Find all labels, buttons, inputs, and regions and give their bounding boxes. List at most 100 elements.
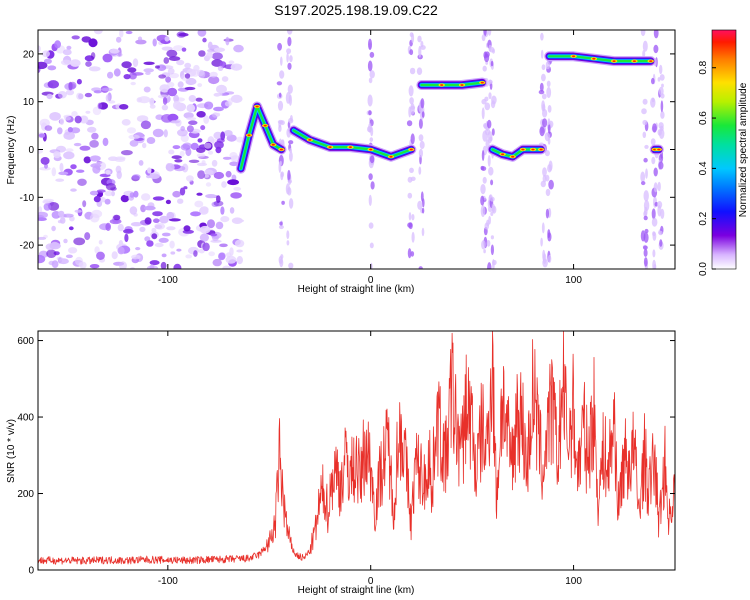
noise-speckle: [51, 167, 57, 177]
noise-speckle: [90, 52, 96, 60]
streak-speckle: [421, 207, 425, 214]
noise-speckle: [154, 223, 166, 230]
ridge-hotspot-core: [271, 143, 275, 146]
noise-speckle: [163, 57, 170, 64]
streak-speckle: [368, 110, 372, 116]
streak-speckle: [286, 30, 293, 35]
noise-speckle: [102, 53, 113, 63]
noise-speckle: [160, 261, 167, 269]
ridge-hotspot-core: [308, 139, 312, 141]
noise-speckle: [42, 200, 50, 204]
ridge-hotspot-core: [657, 148, 661, 151]
ridge-hotspot-core: [389, 155, 393, 158]
ridge-hotspot-core: [572, 55, 576, 58]
noise-speckle: [183, 225, 191, 232]
noise-speckle: [124, 233, 129, 243]
streak-speckle: [280, 172, 284, 181]
noise-speckle: [163, 129, 168, 138]
noise-speckle: [63, 116, 71, 121]
noise-speckle: [93, 195, 101, 203]
noise-speckle: [153, 218, 160, 223]
streak-speckle: [642, 50, 646, 58]
streak-speckle: [279, 221, 283, 226]
noise-speckle: [179, 150, 185, 157]
streak-speckle: [651, 208, 656, 220]
noise-speckle: [126, 127, 137, 134]
streak-speckle: [651, 77, 655, 85]
noise-speckle: [199, 233, 209, 242]
streak-speckle: [642, 131, 647, 138]
snr-marks: [38, 331, 675, 565]
noise-speckle: [177, 129, 188, 137]
streak-speckle: [541, 100, 545, 112]
noise-speckle: [65, 89, 75, 96]
noise-speckle: [129, 206, 138, 215]
noise-speckle: [191, 69, 200, 77]
noise-speckle: [38, 236, 47, 240]
noise-speckle: [59, 118, 65, 125]
noise-speckle: [71, 111, 78, 117]
noise-speckle: [63, 238, 68, 244]
noise-speckle: [234, 239, 245, 248]
noise-speckle: [128, 134, 140, 140]
streak-speckle: [488, 166, 494, 176]
noise-speckle: [164, 36, 170, 42]
noise-speckle: [168, 218, 181, 222]
noise-speckle: [117, 246, 125, 255]
streak-speckle: [420, 98, 425, 109]
noise-speckle: [213, 106, 224, 112]
noise-speckle: [119, 104, 129, 110]
noise-speckle: [90, 163, 102, 168]
streak-speckle: [640, 230, 646, 242]
streak-speckle: [279, 70, 285, 79]
streak-speckle: [657, 77, 661, 82]
noise-speckle: [196, 192, 203, 196]
noise-speckle: [78, 93, 84, 100]
noise-speckle: [136, 115, 149, 123]
streak-speckle: [369, 137, 374, 142]
streak-speckle: [418, 134, 424, 142]
noise-speckle: [218, 252, 226, 261]
noise-speckle: [38, 149, 43, 154]
noise-speckle: [206, 51, 213, 59]
noise-speckle: [78, 262, 84, 268]
noise-speckle: [202, 37, 207, 43]
streak-speckle: [546, 80, 551, 88]
streak-speckle: [490, 179, 494, 186]
streak-speckle: [651, 156, 656, 165]
noise-speckle: [89, 155, 101, 162]
ridge-hotspot-core: [263, 124, 267, 127]
noise-speckle: [221, 181, 227, 188]
snr-frame: [37, 330, 676, 571]
noise-speckle: [176, 59, 185, 66]
noise-speckle: [204, 142, 212, 149]
streak-speckle: [483, 249, 486, 254]
noise-speckle: [77, 178, 87, 186]
noise-speckle: [208, 75, 220, 85]
streak-speckle: [287, 169, 291, 182]
streak-speckle: [653, 182, 658, 193]
noise-speckle: [221, 76, 229, 82]
noise-speckle: [113, 214, 121, 221]
noise-speckle: [200, 125, 206, 131]
streak-speckle: [279, 258, 284, 268]
streak-speckle: [288, 262, 294, 269]
colorbar-tick-label: 0.6: [698, 111, 709, 125]
noise-speckle: [89, 264, 100, 269]
noise-speckle: [173, 100, 182, 110]
streak-speckle: [287, 84, 293, 94]
noise-speckle: [139, 226, 146, 232]
streak-speckle: [490, 235, 494, 240]
noise-speckle: [190, 142, 199, 150]
noise-speckle: [82, 200, 87, 208]
noise-speckle: [38, 217, 47, 221]
noise-speckle: [172, 190, 181, 198]
noise-speckle: [121, 61, 132, 69]
streak-speckle: [491, 128, 495, 136]
streak-speckle: [418, 118, 423, 129]
noise-speckle: [184, 73, 191, 79]
noise-speckle: [65, 148, 74, 152]
noise-speckle: [68, 81, 77, 89]
noise-speckle: [199, 206, 209, 214]
